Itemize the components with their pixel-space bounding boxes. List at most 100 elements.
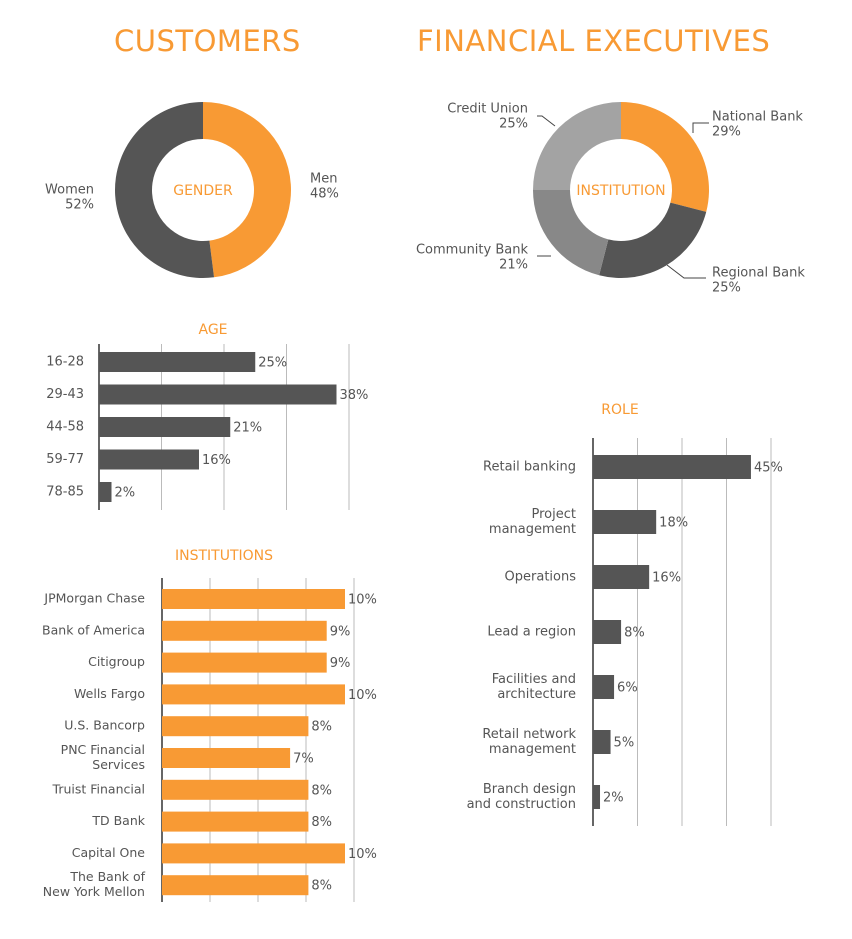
age-bar — [99, 449, 199, 470]
institutions-category-label: JPMorgan Chase — [43, 591, 145, 606]
age-bar — [99, 384, 337, 405]
institutions-value-label: 9% — [330, 656, 351, 671]
role-value-label: 18% — [659, 516, 688, 531]
age-value-label: 25% — [258, 356, 287, 371]
institutions-bar — [162, 748, 291, 768]
institution-slice — [533, 102, 621, 190]
role-category-label: architecture — [497, 687, 576, 702]
role-category-label: management — [489, 742, 576, 757]
gender-slice-label: Women — [45, 183, 94, 198]
institutions-category-label: Capital One — [72, 845, 146, 860]
institutions-value-label: 9% — [330, 624, 351, 639]
age-category-label: 44-58 — [46, 420, 84, 435]
institution-slice — [599, 202, 707, 278]
institutions-category-label: New York Mellon — [43, 884, 145, 899]
role-title: ROLE — [601, 402, 638, 418]
role-value-label: 6% — [617, 681, 638, 696]
institution-leader-line — [692, 122, 709, 133]
role-bar — [593, 455, 751, 479]
institution-slice-value: 25% — [499, 117, 528, 132]
role-bar — [593, 620, 622, 644]
role-value-label: 45% — [754, 461, 783, 476]
institutions-value-label: 10% — [348, 688, 377, 703]
role-value-label: 5% — [614, 736, 635, 751]
age-category-label: 29-43 — [46, 387, 84, 402]
institution-slice-value: 25% — [712, 281, 741, 296]
role-category-label: Branch design — [483, 782, 576, 797]
gender-center-label: GENDER — [173, 183, 233, 199]
institutions-bar — [162, 716, 309, 737]
role-bar — [593, 510, 657, 534]
role-value-label: 2% — [603, 791, 624, 806]
gender-slice — [115, 102, 215, 278]
role-category-label: Facilities and — [492, 672, 576, 687]
gender-slice — [203, 102, 292, 278]
age-value-label: 38% — [340, 388, 369, 403]
gender-slice-label: Men — [310, 172, 337, 187]
institutions-bar — [162, 652, 327, 673]
institutions-category-label: Wells Fargo — [74, 686, 145, 701]
age-category-label: 16-28 — [46, 355, 84, 370]
role-category-label: Project — [532, 507, 576, 522]
role-bar — [593, 675, 615, 699]
institutions-category-label: Truist Financial — [52, 781, 145, 796]
institutions-value-label: 10% — [348, 593, 377, 608]
role-bar — [593, 730, 611, 754]
institutions-bar — [162, 811, 309, 832]
institutions-bar — [162, 684, 345, 705]
institution-slice-label: Credit Union — [447, 102, 528, 117]
institutions-value-label: 8% — [311, 815, 332, 830]
institution-center-label: INSTITUTION — [576, 183, 665, 199]
institutions-bar — [162, 875, 309, 896]
customers-heading: CUSTOMERS — [114, 24, 301, 58]
age-value-label: 16% — [202, 453, 231, 468]
institutions-bar — [162, 779, 309, 800]
role-category-label: Retail network — [482, 727, 576, 742]
institution-slice-value: 29% — [712, 125, 741, 140]
institutions-value-label: 8% — [311, 720, 332, 735]
institutions-category-label: The Bank of — [69, 869, 145, 884]
institutions-category-label: PNC Financial — [61, 742, 145, 757]
role-category-label: Operations — [505, 570, 577, 585]
institutions-category-label: Citigroup — [88, 654, 145, 669]
age-title: AGE — [198, 322, 227, 338]
institution-slice — [621, 102, 709, 212]
gender-slice-value: 48% — [310, 187, 339, 202]
financial-executives-heading: FINANCIAL EXECUTIVES — [417, 24, 771, 58]
role-category-label: management — [489, 522, 576, 537]
institution-slice-label: Community Bank — [416, 243, 528, 258]
age-value-label: 21% — [233, 421, 262, 436]
institutions-value-label: 8% — [311, 783, 332, 798]
age-category-label: 59-77 — [46, 452, 84, 467]
role-category-label: and construction — [467, 797, 576, 812]
institutions-bar — [162, 589, 345, 609]
role-category-label: Retail banking — [483, 460, 576, 475]
institution-slice — [533, 190, 609, 276]
institutions-bar — [162, 620, 327, 641]
role-bar — [593, 785, 601, 809]
institution-leader-line — [537, 115, 556, 127]
institutions-value-label: 10% — [348, 847, 377, 862]
age-category-label: 78-85 — [46, 485, 84, 500]
institutions-value-label: 7% — [293, 752, 314, 767]
age-bar — [99, 482, 112, 502]
institutions-category-label: Services — [92, 757, 145, 772]
age-value-label: 2% — [115, 486, 136, 501]
institution-slice-label: Regional Bank — [712, 266, 805, 281]
institutions-category-label: Bank of America — [42, 622, 145, 637]
institutions-category-label: TD Bank — [91, 813, 145, 828]
role-category-label: Lead a region — [487, 625, 576, 640]
institutions-bar — [162, 843, 345, 864]
age-bar — [99, 352, 256, 372]
role-bar — [593, 565, 650, 589]
gender-slice-value: 52% — [65, 198, 94, 213]
institutions-category-label: U.S. Bancorp — [64, 718, 145, 733]
age-bar — [99, 417, 231, 437]
institutions-title: INSTITUTIONS — [175, 548, 273, 564]
institution-leader-line — [666, 264, 706, 279]
role-value-label: 16% — [652, 571, 681, 586]
institution-slice-label: National Bank — [712, 110, 803, 125]
institution-slice-value: 21% — [499, 258, 528, 273]
